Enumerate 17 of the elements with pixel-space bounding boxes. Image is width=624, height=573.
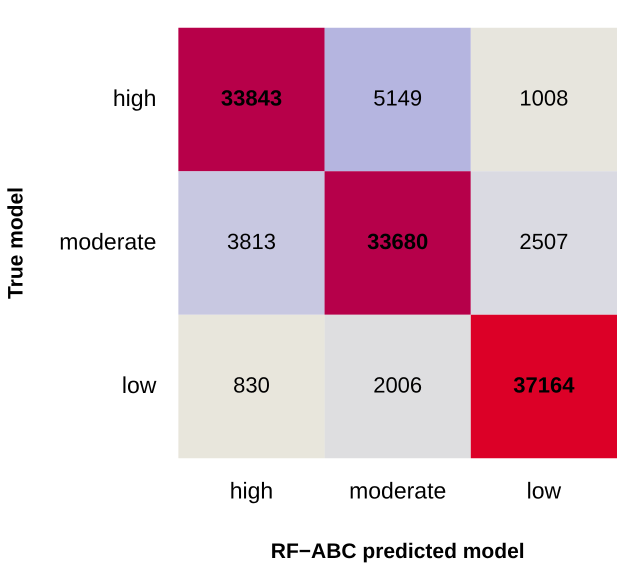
data-label: 33680 xyxy=(367,229,428,254)
data-label: 1008 xyxy=(519,86,568,111)
data-label: 33843 xyxy=(220,86,282,111)
y-tick-label: high xyxy=(112,84,156,111)
y-axis-title: True model xyxy=(4,186,28,300)
data-label: 5149 xyxy=(373,86,422,111)
data-label: 830 xyxy=(233,372,270,398)
x-axis-title: RF−ABC predicted model xyxy=(270,540,525,564)
data-label: 2006 xyxy=(373,372,422,398)
y-tick-label: moderate xyxy=(59,228,156,254)
y-tick-label: low xyxy=(122,372,157,398)
data-label: 37164 xyxy=(513,372,576,398)
x-tick-label: high xyxy=(230,477,274,504)
data-label: 3813 xyxy=(226,229,276,254)
x-tick-label: low xyxy=(526,477,562,504)
data-label: 2507 xyxy=(519,229,568,254)
x-tick-label: moderate xyxy=(349,477,446,504)
